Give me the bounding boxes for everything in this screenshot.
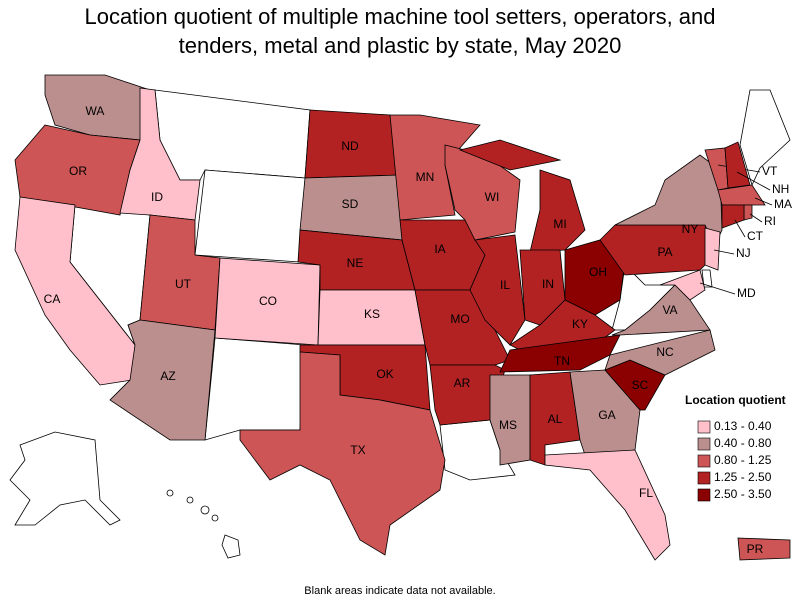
state-label: WA [86,104,105,118]
state-label: SD [342,197,359,211]
state [704,227,721,271]
state [721,204,745,229]
state [109,319,216,441]
leader-line [736,171,771,191]
state [717,184,766,206]
state-label: TN [554,354,570,368]
state-label: KY [572,317,588,331]
state-label: MO [450,312,469,326]
legend-label: 0.13 - 0.40 [714,419,772,433]
state-no-data [9,431,121,526]
leader-line [699,282,736,295]
legend-label: 0.80 - 1.25 [714,453,772,467]
state-label: KS [364,307,380,321]
state-label: CT [747,229,764,243]
state-label: NH [772,182,789,196]
state-label: WI [485,190,500,204]
state-label: VT [762,164,778,178]
legend-label: 0.40 - 0.80 [714,436,772,450]
state-label: GA [598,408,615,422]
state-label: AZ [160,369,175,383]
state-label: FL [639,486,653,500]
leader-line [754,197,773,206]
state-label: IA [434,242,445,256]
state [743,204,753,221]
state-label: MN [416,170,435,184]
leader-line [749,213,763,223]
state-label: NJ [736,246,751,260]
state-label: UT [175,277,192,291]
leader-line [713,249,735,255]
state-label: RI [764,214,776,228]
legend-label: 2.50 - 3.50 [714,487,772,501]
state [239,351,446,556]
state-label: NC [656,345,674,359]
state-label: AR [454,376,471,390]
state [499,334,621,373]
state-label: ID [151,190,163,204]
legend-title: Location quotient [685,393,786,407]
state-label: OR [69,164,87,178]
state-label: MS [499,418,517,432]
state-label: NY [682,222,699,236]
hawaii [166,489,241,559]
state-label: OK [376,367,393,381]
legend-label: 1.25 - 2.50 [714,470,772,484]
map-title: Location quotient of multiple machine to… [84,4,716,58]
state [14,196,136,386]
state-label: PA [657,245,672,259]
state-label: MA [774,197,792,211]
state [737,537,791,561]
legend-swatch [697,471,711,485]
state [544,449,671,561]
state-label: ND [341,139,359,153]
state-label: AL [548,412,563,426]
state-label: IN [542,277,554,291]
state-label: CO [259,294,277,308]
legend-swatch [697,420,711,434]
state-label: VA [662,303,677,317]
legend-swatch [697,454,711,468]
state-label: IL [500,278,510,292]
state-label: MD [737,286,756,300]
states: WA OR CA ID UT AZ CO ND SD NE KS OK TX MN IA MO AR WI IL MI… [14,74,792,561]
legend-swatch [697,488,711,502]
state-label: CA [44,292,61,306]
footnote: Blank areas indicate data not available. [304,585,495,597]
state-label: MI [553,217,566,231]
legend: Location quotient 0.13 - 0.40 0.40 - 0.80… [685,393,786,502]
state-no-data [194,169,306,263]
legend-swatch [697,437,711,451]
state [469,234,526,346]
state-label: TX [350,443,365,457]
state-label: NE [347,256,364,270]
state-label: OH [589,265,607,279]
state-label: SC [632,378,649,392]
state-no-data [154,89,311,181]
state-label: PR [747,542,764,556]
state [659,269,706,301]
leader-line [734,219,746,238]
state-no-data [204,337,306,441]
